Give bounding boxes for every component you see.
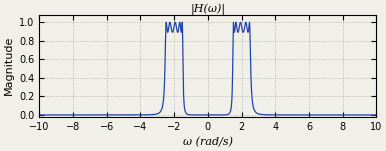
Title: |H(ω)|: |H(ω)| xyxy=(190,3,225,16)
Y-axis label: Magnitude: Magnitude xyxy=(3,36,14,95)
X-axis label: ω (rad/s): ω (rad/s) xyxy=(183,137,233,148)
